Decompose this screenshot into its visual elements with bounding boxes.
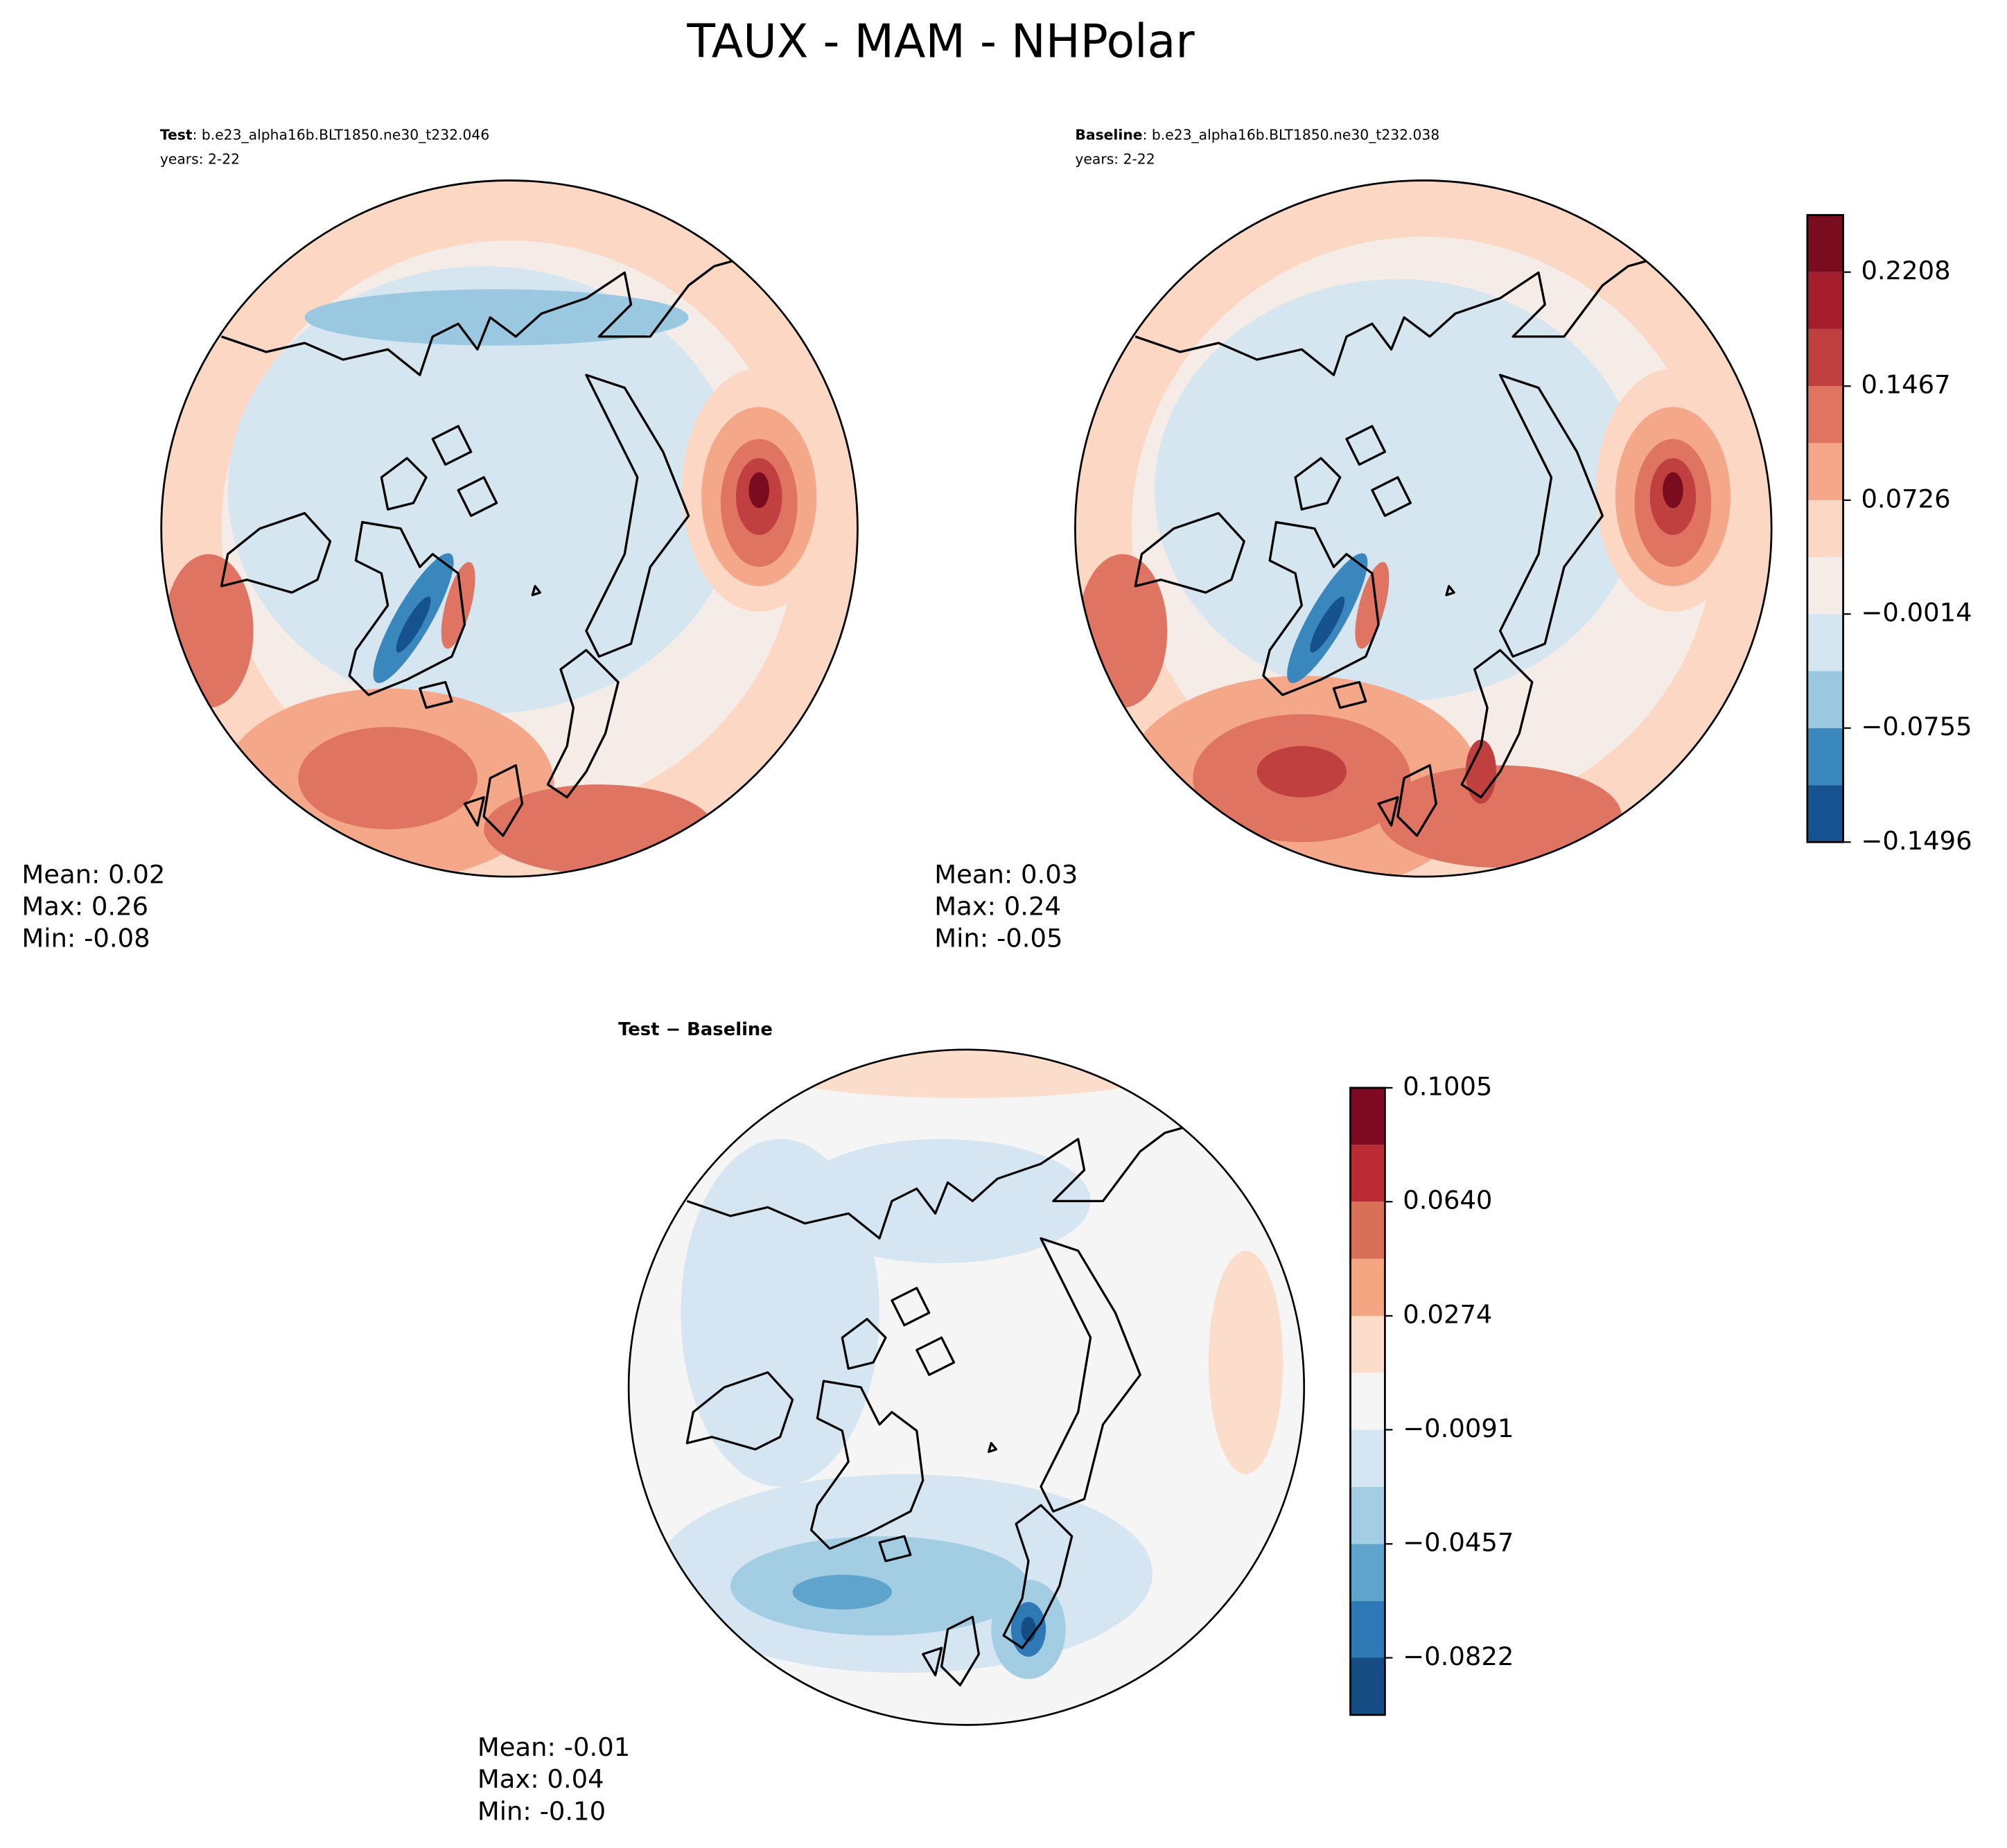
panel-case: : b.e23_alpha16b.BLT1850.ne30_t232.038: [1143, 126, 1440, 143]
colorbar-band: [1350, 1145, 1385, 1202]
stat: Max: 0.04: [477, 1764, 604, 1794]
stat: Min: -0.05: [934, 924, 1062, 953]
colorbar-tick-label: 0.1467: [1861, 370, 1950, 400]
colorbar-band: [1350, 1258, 1385, 1317]
stat: Min: -0.10: [477, 1796, 606, 1826]
colorbar-band: [1807, 671, 1843, 728]
colorbar-band: [1807, 272, 1843, 329]
polar-map: [1074, 179, 1773, 878]
figure-title: TAUX - MAM - NHPolar: [686, 15, 1195, 69]
colorbar-band: [1807, 614, 1843, 671]
colorbar-band: [1807, 215, 1843, 272]
colorbar-tick-label: −0.0457: [1403, 1528, 1514, 1558]
colorbar-band: [1807, 443, 1843, 500]
colorbar-band: [1350, 1202, 1385, 1259]
colorbar-band: [1350, 1486, 1385, 1545]
colorbar-tick-label: −0.0755: [1861, 712, 1972, 741]
polar-map: [160, 179, 859, 878]
colorbar-band: [1350, 1373, 1385, 1430]
panel-subtitle: Test: b.e23_alpha16b.BLT1850.ne30_t232.0…: [160, 126, 489, 143]
polar-map: [627, 1048, 1306, 1726]
stat: Mean: -0.01: [477, 1732, 630, 1762]
colorbar-band: [1350, 1429, 1385, 1487]
colorbar-tick-label: 0.0274: [1403, 1300, 1492, 1330]
colorbar-tick-label: −0.0091: [1403, 1414, 1514, 1443]
colorbar-band: [1350, 1087, 1385, 1145]
panel-years: years: 2-22: [1075, 150, 1155, 167]
colorbar-band: [1807, 728, 1843, 786]
panel-label: Baseline: [1075, 126, 1142, 143]
panel-label: Test: [160, 126, 193, 143]
stat: Max: 0.26: [21, 892, 148, 922]
colorbar-band: [1807, 785, 1843, 843]
colorbar-tick-label: 0.1005: [1403, 1071, 1492, 1101]
colorbar-band: [1807, 386, 1843, 443]
colorbar-tick-label: −0.1496: [1861, 826, 1972, 856]
colorbar-band: [1807, 328, 1843, 387]
colorbar-tick-label: 0.0726: [1861, 484, 1950, 513]
stat: Mean: 0.03: [934, 859, 1078, 889]
panel-subtitle: Test − Baseline: [618, 1019, 773, 1040]
colorbar-band: [1350, 1601, 1385, 1658]
stat: Min: -0.08: [21, 924, 150, 953]
colorbar-tick-label: 0.0640: [1403, 1186, 1492, 1215]
colorbar-tick-label: 0.2208: [1861, 256, 1950, 285]
panel-years: years: 2-22: [160, 150, 240, 167]
colorbar-frame: [1806, 213, 1844, 843]
colorbar-band: [1807, 556, 1843, 615]
colorbar-band: [1350, 1316, 1385, 1373]
panel-case: : b.e23_alpha16b.BLT1850.ne30_t232.046: [193, 126, 490, 143]
colorbar-tick-label: −0.0014: [1861, 598, 1972, 628]
colorbar-band: [1350, 1544, 1385, 1601]
colorbar-tick-label: −0.0822: [1403, 1642, 1514, 1671]
colorbar-frame: [1349, 1086, 1386, 1716]
stat: Max: 0.24: [934, 892, 1061, 922]
colorbar-band: [1350, 1657, 1385, 1715]
stat: Mean: 0.02: [21, 859, 165, 889]
colorbar-band: [1807, 500, 1843, 557]
panel-subtitle: Baseline: b.e23_alpha16b.BLT1850.ne30_t2…: [1075, 126, 1439, 143]
